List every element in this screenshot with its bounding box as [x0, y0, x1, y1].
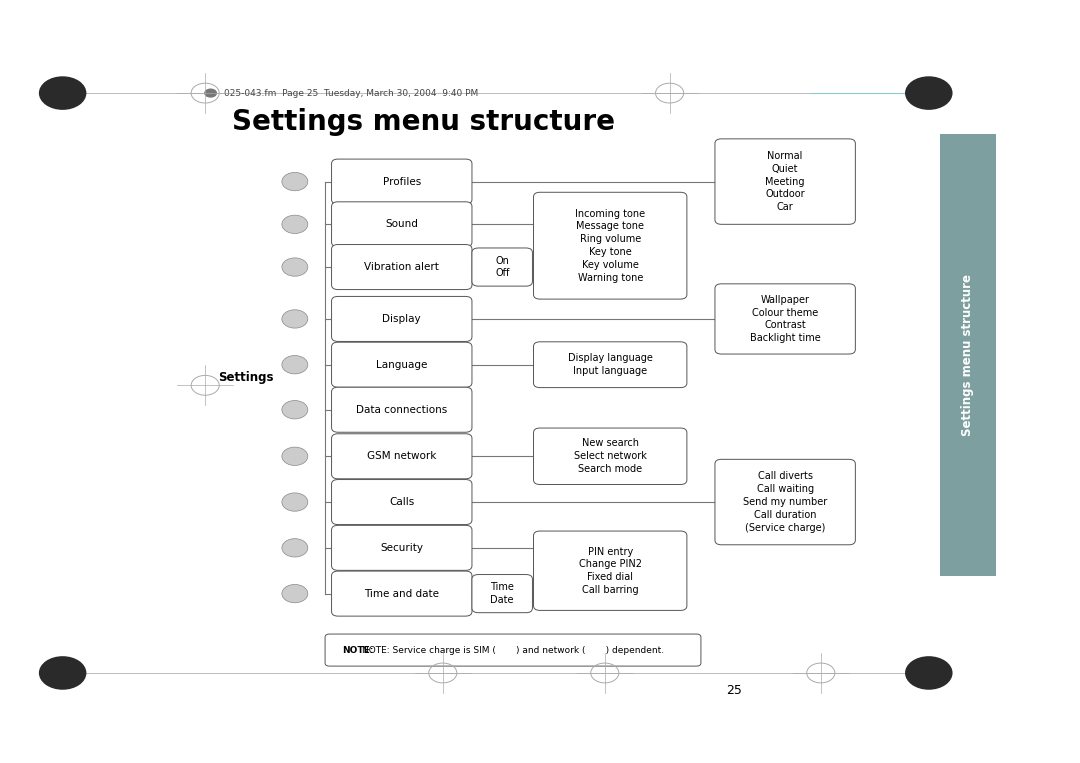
- Text: Profiles: Profiles: [382, 176, 421, 187]
- Text: 25: 25: [727, 684, 742, 697]
- Circle shape: [282, 356, 308, 374]
- Text: Settings: Settings: [218, 371, 274, 385]
- Text: Language: Language: [376, 359, 428, 370]
- FancyBboxPatch shape: [472, 248, 532, 286]
- FancyBboxPatch shape: [472, 575, 532, 613]
- FancyBboxPatch shape: [332, 433, 472, 479]
- Circle shape: [282, 172, 308, 191]
- Text: Incoming tone
Message tone
Ring volume
Key tone
Key volume
Warning tone: Incoming tone Message tone Ring volume K…: [576, 209, 645, 282]
- FancyBboxPatch shape: [332, 244, 472, 289]
- FancyBboxPatch shape: [325, 634, 701, 666]
- Text: 025-043.fm  Page 25  Tuesday, March 30, 2004  9:40 PM: 025-043.fm Page 25 Tuesday, March 30, 20…: [224, 89, 477, 98]
- Text: Display: Display: [382, 314, 421, 324]
- FancyBboxPatch shape: [715, 459, 855, 545]
- Circle shape: [282, 258, 308, 276]
- Text: Display language
Input language: Display language Input language: [568, 353, 652, 376]
- FancyBboxPatch shape: [332, 388, 472, 432]
- Circle shape: [282, 584, 308, 603]
- Text: Settings menu structure: Settings menu structure: [232, 108, 616, 136]
- Text: PIN entry
Change PIN2
Fixed dial
Call barring: PIN entry Change PIN2 Fixed dial Call ba…: [579, 546, 642, 595]
- Text: Security: Security: [380, 542, 423, 553]
- Text: New search
Select network
Search mode: New search Select network Search mode: [573, 439, 647, 474]
- Text: GSM network: GSM network: [367, 451, 436, 462]
- Text: Call diverts
Call waiting
Send my number
Call duration
(Service charge): Call diverts Call waiting Send my number…: [743, 472, 827, 533]
- Text: Wallpaper
Colour theme
Contrast
Backlight time: Wallpaper Colour theme Contrast Backligh…: [750, 295, 821, 343]
- Circle shape: [905, 76, 953, 110]
- Circle shape: [282, 310, 308, 328]
- FancyBboxPatch shape: [534, 192, 687, 299]
- FancyBboxPatch shape: [715, 284, 855, 354]
- Text: Calls: Calls: [389, 497, 415, 507]
- Circle shape: [282, 215, 308, 233]
- Text: Normal
Quiet
Meeting
Outdoor
Car: Normal Quiet Meeting Outdoor Car: [766, 151, 805, 212]
- Circle shape: [204, 89, 217, 98]
- Circle shape: [282, 447, 308, 465]
- Circle shape: [282, 493, 308, 511]
- Text: Settings menu structure: Settings menu structure: [961, 274, 974, 436]
- FancyBboxPatch shape: [332, 342, 472, 388]
- Text: NOTE: Service charge is SIM (       ) and network (       ) dependent.: NOTE: Service charge is SIM ( ) and netw…: [362, 645, 664, 655]
- Circle shape: [905, 656, 953, 690]
- FancyBboxPatch shape: [332, 297, 472, 342]
- FancyBboxPatch shape: [534, 428, 687, 485]
- FancyBboxPatch shape: [940, 134, 996, 576]
- Circle shape: [282, 539, 308, 557]
- FancyBboxPatch shape: [534, 531, 687, 610]
- Text: Sound: Sound: [386, 219, 418, 230]
- FancyBboxPatch shape: [534, 342, 687, 388]
- Text: On
Off: On Off: [495, 256, 510, 278]
- Text: NOTE:: NOTE:: [342, 645, 374, 655]
- FancyBboxPatch shape: [715, 139, 855, 224]
- Circle shape: [39, 656, 86, 690]
- FancyBboxPatch shape: [332, 526, 472, 571]
- Text: Time and date: Time and date: [364, 588, 440, 599]
- Text: Time
Date: Time Date: [490, 582, 514, 605]
- FancyBboxPatch shape: [332, 201, 472, 247]
- Text: Vibration alert: Vibration alert: [364, 262, 440, 272]
- FancyBboxPatch shape: [332, 159, 472, 204]
- Text: Data connections: Data connections: [356, 404, 447, 415]
- FancyBboxPatch shape: [332, 571, 472, 617]
- Circle shape: [39, 76, 86, 110]
- Circle shape: [282, 401, 308, 419]
- FancyBboxPatch shape: [332, 480, 472, 525]
